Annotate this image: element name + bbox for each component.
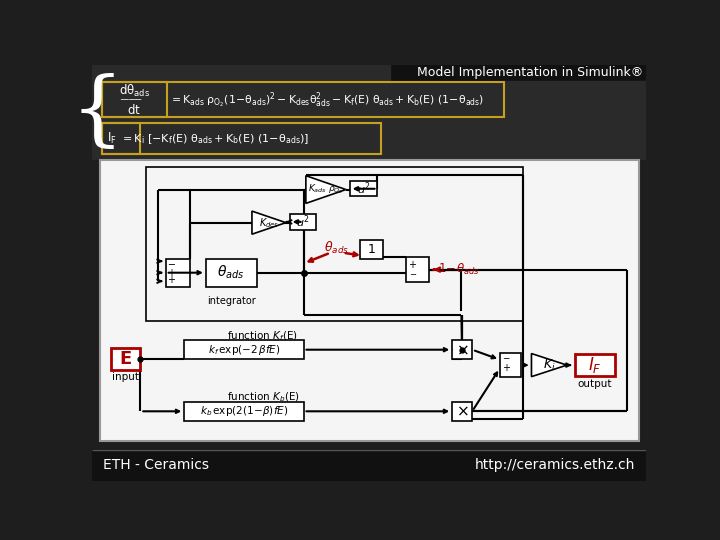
Polygon shape [306, 176, 346, 204]
FancyBboxPatch shape [500, 353, 521, 377]
Text: +: + [167, 275, 175, 286]
FancyBboxPatch shape [92, 450, 647, 481]
Text: $K_{des}$: $K_{des}$ [258, 216, 279, 229]
FancyBboxPatch shape [350, 181, 377, 197]
FancyBboxPatch shape [184, 340, 304, 359]
Text: {: { [71, 73, 124, 153]
FancyBboxPatch shape [184, 402, 304, 421]
Text: ─────: ───── [120, 97, 142, 103]
Text: +: + [408, 260, 416, 270]
Text: +: + [502, 363, 510, 373]
Text: $\times$: $\times$ [456, 342, 469, 357]
Text: integrator: integrator [207, 296, 256, 306]
Polygon shape [531, 354, 567, 377]
Text: $k_b\,\exp(2(1\!-\!\beta)fE)$: $k_b\,\exp(2(1\!-\!\beta)fE)$ [199, 404, 288, 418]
Text: 1: 1 [367, 243, 375, 256]
Text: +: + [167, 268, 175, 278]
Text: $I_F$: $I_F$ [588, 355, 601, 375]
Text: input: input [112, 373, 139, 382]
FancyBboxPatch shape [206, 259, 256, 287]
Text: $\theta_{ads}$: $\theta_{ads}$ [324, 240, 349, 256]
Text: $K_i$: $K_i$ [543, 357, 555, 373]
Text: $u^2$: $u^2$ [296, 214, 310, 230]
Text: output: output [577, 379, 612, 389]
Text: ─: ─ [410, 270, 415, 279]
FancyBboxPatch shape [406, 257, 429, 282]
FancyBboxPatch shape [575, 354, 615, 376]
Text: $\mathrm{=K_{ads}\ \rho_{O_2}(1\!-\!\theta_{ads})^2-K_{des}\theta_{ads}^2-K_f(E): $\mathrm{=K_{ads}\ \rho_{O_2}(1\!-\!\the… [168, 90, 484, 110]
Text: $\mathrm{dt}$: $\mathrm{dt}$ [127, 103, 141, 117]
FancyBboxPatch shape [166, 259, 190, 287]
Text: $u^2$: $u^2$ [357, 180, 371, 197]
Text: function $K_f$(E): function $K_f$(E) [227, 329, 297, 343]
Text: $\theta_{ads}$: $\theta_{ads}$ [217, 264, 245, 281]
Text: ─: ─ [168, 260, 174, 270]
Text: Model Implementation in Simulink®: Model Implementation in Simulink® [417, 66, 643, 79]
FancyBboxPatch shape [99, 160, 639, 441]
Text: ─: ─ [503, 355, 509, 364]
Text: $k_f\,\exp(-2\,\beta fE)$: $k_f\,\exp(-2\,\beta fE)$ [207, 343, 280, 357]
FancyBboxPatch shape [360, 240, 383, 259]
Text: E: E [120, 350, 132, 368]
FancyBboxPatch shape [452, 340, 472, 359]
Text: $K_{ads}\ \rho_{O_2}$: $K_{ads}\ \rho_{O_2}$ [308, 183, 343, 197]
Polygon shape [252, 211, 286, 234]
FancyBboxPatch shape [392, 65, 647, 80]
FancyBboxPatch shape [92, 65, 647, 159]
FancyBboxPatch shape [452, 402, 472, 421]
FancyBboxPatch shape [111, 348, 140, 370]
Text: $\mathrm{= K_i\ [-K_f(E)\ \theta_{ads}+K_b(E)\ (1\!-\!\theta_{ads})]}$: $\mathrm{= K_i\ [-K_f(E)\ \theta_{ads}+K… [120, 132, 310, 146]
Text: ETH - Ceramics: ETH - Ceramics [102, 458, 209, 472]
Text: $1\!-\!\theta_{ads}$: $1\!-\!\theta_{ads}$ [438, 262, 480, 277]
Text: http://ceramics.ethz.ch: http://ceramics.ethz.ch [475, 458, 636, 472]
Text: function $K_b$(E): function $K_b$(E) [227, 390, 300, 404]
Text: $\times$: $\times$ [456, 404, 469, 419]
Text: $\mathrm{I_F}$: $\mathrm{I_F}$ [107, 131, 117, 146]
FancyBboxPatch shape [289, 214, 316, 230]
Text: $\mathrm{d\theta_{ads}}$: $\mathrm{d\theta_{ads}}$ [119, 83, 150, 99]
